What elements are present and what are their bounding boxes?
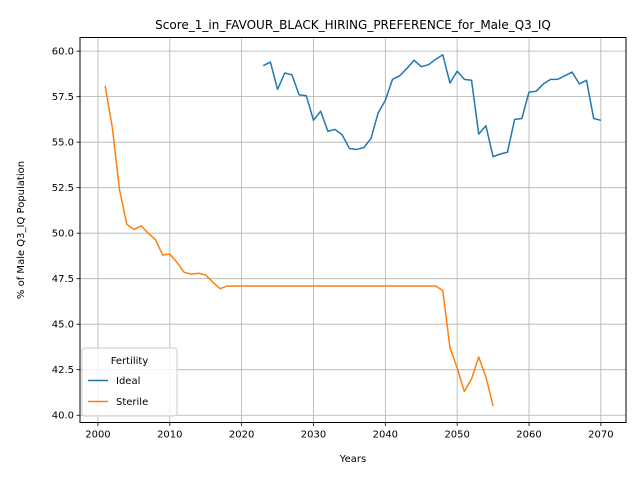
x-axis-label: Years	[339, 454, 366, 465]
chart-title: Score_1_in_FAVOUR_BLACK_HIRING_PREFERENC…	[155, 18, 551, 32]
legend-label-ideal: Ideal	[116, 376, 140, 387]
legend-title: Fertility	[111, 356, 149, 367]
legend: Fertility Ideal Sterile	[81, 347, 178, 417]
series-line-ideal	[262, 54, 602, 158]
legend-box	[81, 347, 178, 417]
y-tick-label: 40.0	[52, 411, 74, 422]
y-tick-label: 47.5	[52, 274, 74, 285]
y-tick-label: 55.0	[52, 138, 74, 149]
y-tick-label: 45.0	[52, 320, 74, 331]
x-tick-label: 2020	[229, 430, 254, 441]
y-axis-label: % of Male Q3_IQ Population	[16, 161, 27, 299]
x-tick-label: 2060	[516, 430, 541, 441]
y-tick-label: 52.5	[52, 183, 74, 194]
plot-area-frame	[79, 37, 627, 423]
y-tick-label: 60.0	[52, 47, 74, 58]
series-line-sterile	[104, 85, 494, 407]
series-lines	[104, 54, 602, 407]
x-tick-label: 2030	[301, 430, 326, 441]
y-axis-ticks: 40.0 42.5 45.0 47.5 50.0 52.5 55.0 57.5 60.0	[52, 47, 80, 422]
x-tick-label: 2000	[85, 430, 110, 441]
x-axis-ticks: 2000 2010 2020 2030 2040 2050 2060 2070	[85, 422, 614, 441]
x-tick-label: 2010	[157, 430, 182, 441]
legend-label-sterile: Sterile	[116, 397, 148, 408]
x-tick-label: 2070	[588, 430, 613, 441]
y-tick-label: 50.0	[52, 229, 74, 240]
x-tick-label: 2040	[373, 430, 398, 441]
y-tick-label: 57.5	[52, 92, 74, 103]
x-tick-label: 2050	[444, 430, 469, 441]
y-tick-label: 42.5	[52, 365, 74, 376]
